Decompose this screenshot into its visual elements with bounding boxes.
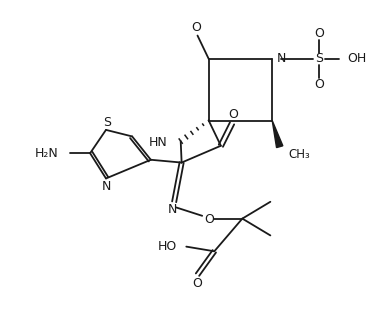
Text: O: O <box>204 213 214 226</box>
Text: O: O <box>228 108 238 121</box>
Text: N: N <box>168 203 177 216</box>
Text: CH₃: CH₃ <box>288 148 310 161</box>
Text: O: O <box>314 27 324 40</box>
Polygon shape <box>272 121 283 148</box>
Text: O: O <box>193 277 202 290</box>
Text: S: S <box>103 116 111 129</box>
Text: OH: OH <box>347 52 366 65</box>
Text: H₂N: H₂N <box>35 147 58 160</box>
Text: O: O <box>192 21 202 34</box>
Text: HO: HO <box>158 240 177 253</box>
Text: S: S <box>315 52 323 65</box>
Text: O: O <box>314 78 324 91</box>
Text: N: N <box>101 180 111 193</box>
Text: N: N <box>277 52 286 65</box>
Text: HN: HN <box>149 136 168 150</box>
